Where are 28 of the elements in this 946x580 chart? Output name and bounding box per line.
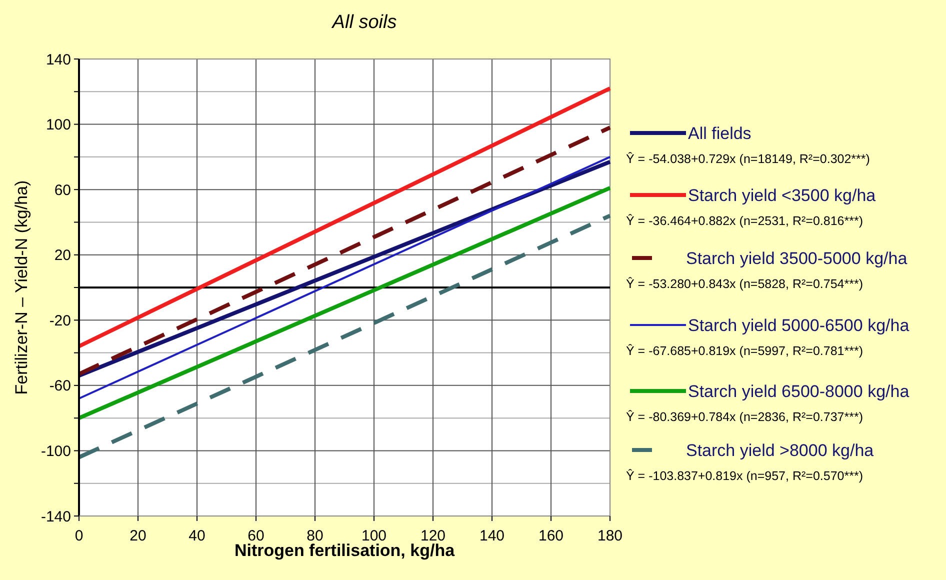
text: Ŷ = -36.464+0.882x (n=2531, R²=0.816***) — [626, 214, 863, 228]
legend-label: All fields — [688, 124, 752, 143]
text: Ŷ = -67.685+0.819x (n=5997, R²=0.781***) — [626, 344, 863, 358]
y-tick-label: 100 — [46, 116, 71, 134]
x-tick-label: 180 — [597, 527, 623, 544]
x-tick-label: 20 — [130, 527, 146, 544]
legend-label: Starch yield 3500-5000 kg/ha — [686, 248, 908, 268]
y-tick-label: 60 — [54, 182, 71, 199]
text: Ŷ = -80.369+0.784x (n=2836, R²=0.737***) — [626, 410, 863, 424]
x-tick-label: 0 — [74, 527, 84, 544]
y-tick-label: -60 — [49, 378, 71, 395]
y-tick-label: -140 — [40, 508, 71, 526]
y-tick-label: 20 — [54, 247, 71, 264]
y-tick-label: -20 — [49, 312, 71, 330]
y-axis-title: Fertilizer-N – Yield-N (kg/ha) — [12, 180, 31, 395]
chart-title: All soils — [331, 12, 398, 33]
text: Ŷ = -103.837+0.819x (n=957, R²=0.570***) — [626, 469, 863, 483]
legend-label: Starch yield >8000 kg/ha — [686, 440, 874, 460]
x-tick-label: 40 — [188, 527, 206, 544]
text: Ŷ = -54.038+0.729x (n=18149, R²=0.302***) — [626, 152, 870, 166]
x-tick-label: 160 — [538, 527, 564, 544]
text: Ŷ = -53.280+0.843x (n=5828, R²=0.754***) — [626, 277, 863, 291]
x-tick-label: 140 — [479, 527, 505, 544]
legend-label: Starch yield 5000-6500 kg/ha — [688, 316, 910, 335]
legend-label: Starch yield 6500-8000 kg/ha — [688, 382, 910, 401]
y-tick-label: 140 — [46, 51, 71, 68]
legend-label: Starch yield <3500 kg/ha — [688, 186, 876, 205]
y-tick-label: -100 — [40, 442, 71, 460]
